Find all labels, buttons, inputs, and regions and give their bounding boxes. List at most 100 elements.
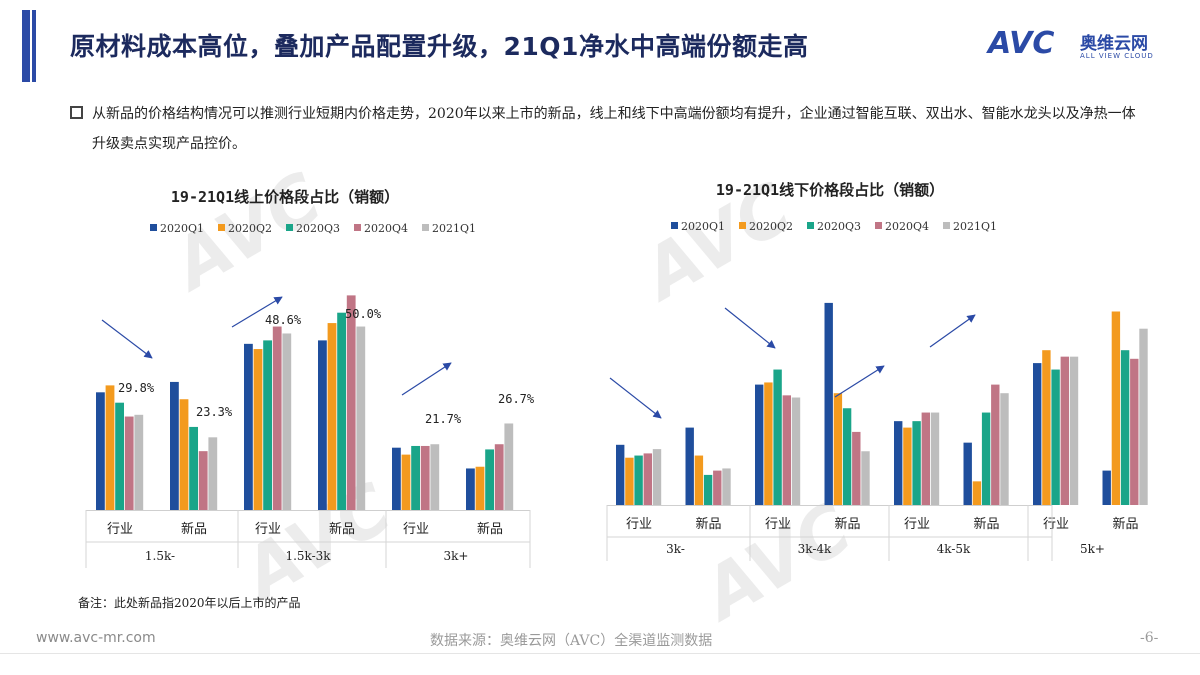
chart2-category-label: 行业 — [1043, 517, 1069, 532]
chart2-bar — [703, 474, 713, 505]
chart2-title: 19-21Q1线下价格段占比（销额） — [716, 181, 944, 199]
chart2-bar — [1069, 356, 1079, 505]
chart1-trend-arrow — [231, 296, 283, 328]
chart1-legend-label: 2021Q1 — [432, 222, 476, 235]
chart2-bar — [782, 395, 791, 505]
chart2-bar — [694, 455, 704, 505]
chart1-bar — [134, 414, 144, 510]
chart2-bar — [1000, 393, 1009, 505]
chart2-bar — [791, 397, 801, 505]
chart2-bar — [625, 457, 634, 505]
chart1-bar — [420, 445, 430, 510]
chart1-category-label: 行业 — [107, 522, 133, 537]
chart2-category-label: 行业 — [765, 517, 791, 532]
footer-url[interactable]: www.avc-mr.com — [36, 630, 156, 646]
chart1-category-label: 新品 — [477, 521, 503, 537]
chart2-group-label: 3k- — [666, 542, 685, 556]
chart2-bar — [1139, 328, 1148, 505]
chart1-legend-swatch — [354, 224, 361, 231]
chart2-legend-swatch — [943, 222, 950, 229]
chart1-trend-arrow — [401, 362, 452, 396]
logo-cn: 奥维云网 — [1080, 34, 1148, 54]
chart2-bar — [991, 384, 1000, 505]
chart1-data-label: 21.7% — [425, 412, 462, 426]
chart2-legend-label: 2021Q1 — [953, 220, 997, 233]
chart2-group-label: 3k-4k — [798, 542, 832, 556]
chart2-bar — [824, 302, 833, 505]
chart2-bar — [963, 442, 972, 505]
chart2-bar — [1042, 350, 1051, 505]
chart2-category-label: 新品 — [1112, 516, 1138, 532]
chart2-group-label: 4k-5k — [937, 542, 971, 556]
chart2-legend-swatch — [875, 222, 882, 229]
chart2-bar — [912, 421, 921, 505]
chart2-bar — [903, 427, 912, 505]
chart2-legend-swatch — [739, 222, 746, 229]
chart1-trend-arrow — [101, 319, 153, 359]
chart1-legend-swatch — [286, 224, 293, 231]
chart1-bar — [208, 437, 218, 510]
chart1-bar — [124, 416, 134, 510]
chart2-bar — [755, 384, 764, 505]
chart2-bar — [713, 470, 722, 505]
chart2-category-label: 行业 — [904, 517, 930, 532]
chart1-bar — [189, 426, 198, 510]
chart1-legend-swatch — [150, 224, 157, 231]
footnote: 备注：此处新品指2020年以后上市的产品 — [78, 596, 301, 610]
chart2-bar — [833, 393, 843, 505]
chart1-data-label: 50.0% — [345, 307, 382, 321]
chart1-group-label: 1.5k- — [145, 549, 175, 563]
chart2-bar — [773, 369, 782, 505]
chart1-bar — [346, 295, 356, 510]
chart2-legend-label: 2020Q2 — [749, 220, 793, 233]
chart1-bar — [494, 444, 504, 510]
chart2-category-label: 新品 — [973, 516, 999, 532]
chart2-bar — [764, 382, 773, 505]
chart2-bar — [852, 431, 861, 505]
logo-en: ALL VIEW CLOUD — [1080, 52, 1154, 60]
chart1-group-label: 1.5k-3k — [285, 549, 331, 563]
chart1-legend-label: 2020Q4 — [364, 222, 408, 235]
chart2-bar — [861, 451, 870, 505]
chart1-category-label: 行业 — [403, 522, 429, 537]
title-accent-bar — [22, 10, 30, 82]
chart1-bar — [466, 468, 475, 510]
chart1-data-label: 48.6% — [265, 313, 302, 327]
chart1-bar — [179, 399, 189, 510]
chart2-bar — [894, 421, 903, 505]
chart1-legend-swatch — [218, 224, 225, 231]
description-text: 从新品的价格结构情况可以推测行业短期内价格走势，2020年以来上市的新品，线上和… — [92, 106, 1136, 152]
chart2-legend-label: 2020Q1 — [681, 220, 725, 233]
chart2-bar — [1060, 356, 1069, 505]
chart2-legend-label: 2020Q3 — [817, 220, 861, 233]
chart2-legend-swatch — [807, 222, 814, 229]
chart2-bar — [1111, 311, 1121, 505]
chart2-bar — [972, 481, 982, 505]
chart2-bar — [1051, 369, 1060, 505]
chart2-trend-arrow — [724, 307, 776, 349]
chart2-bar — [930, 412, 940, 505]
chart1-bar — [318, 340, 327, 510]
chart1-legend-label: 2020Q3 — [296, 222, 340, 235]
chart1-bar — [401, 454, 411, 510]
chart2-trend-arrow — [609, 377, 662, 419]
chart2-bar — [1102, 470, 1111, 505]
chart1-bar — [411, 445, 420, 510]
chart2-trend-arrow — [834, 365, 885, 398]
chart1-title: 19-21Q1线上价格段占比（销额） — [171, 188, 399, 206]
chart1-data-label: 29.8% — [118, 381, 155, 395]
title-accent-bar-thin — [32, 10, 36, 82]
chart2-bar — [616, 444, 625, 505]
chart1-bar — [475, 466, 485, 510]
chart1-bar — [244, 343, 253, 510]
chart1-bar — [327, 323, 337, 510]
chart1-bar — [282, 333, 292, 510]
logo-main: AVC — [988, 26, 1055, 61]
chart1-legend-label: 2020Q1 — [160, 222, 204, 235]
chart2-bar — [652, 449, 662, 505]
chart1-data-label: 26.7% — [498, 392, 535, 406]
chart2-bar — [921, 412, 930, 505]
chart2-bar — [1033, 363, 1042, 505]
page-number: -6- — [1140, 630, 1159, 646]
footer-source: 数据来源：奥维云网（AVC）全渠道监测数据 — [430, 633, 713, 649]
